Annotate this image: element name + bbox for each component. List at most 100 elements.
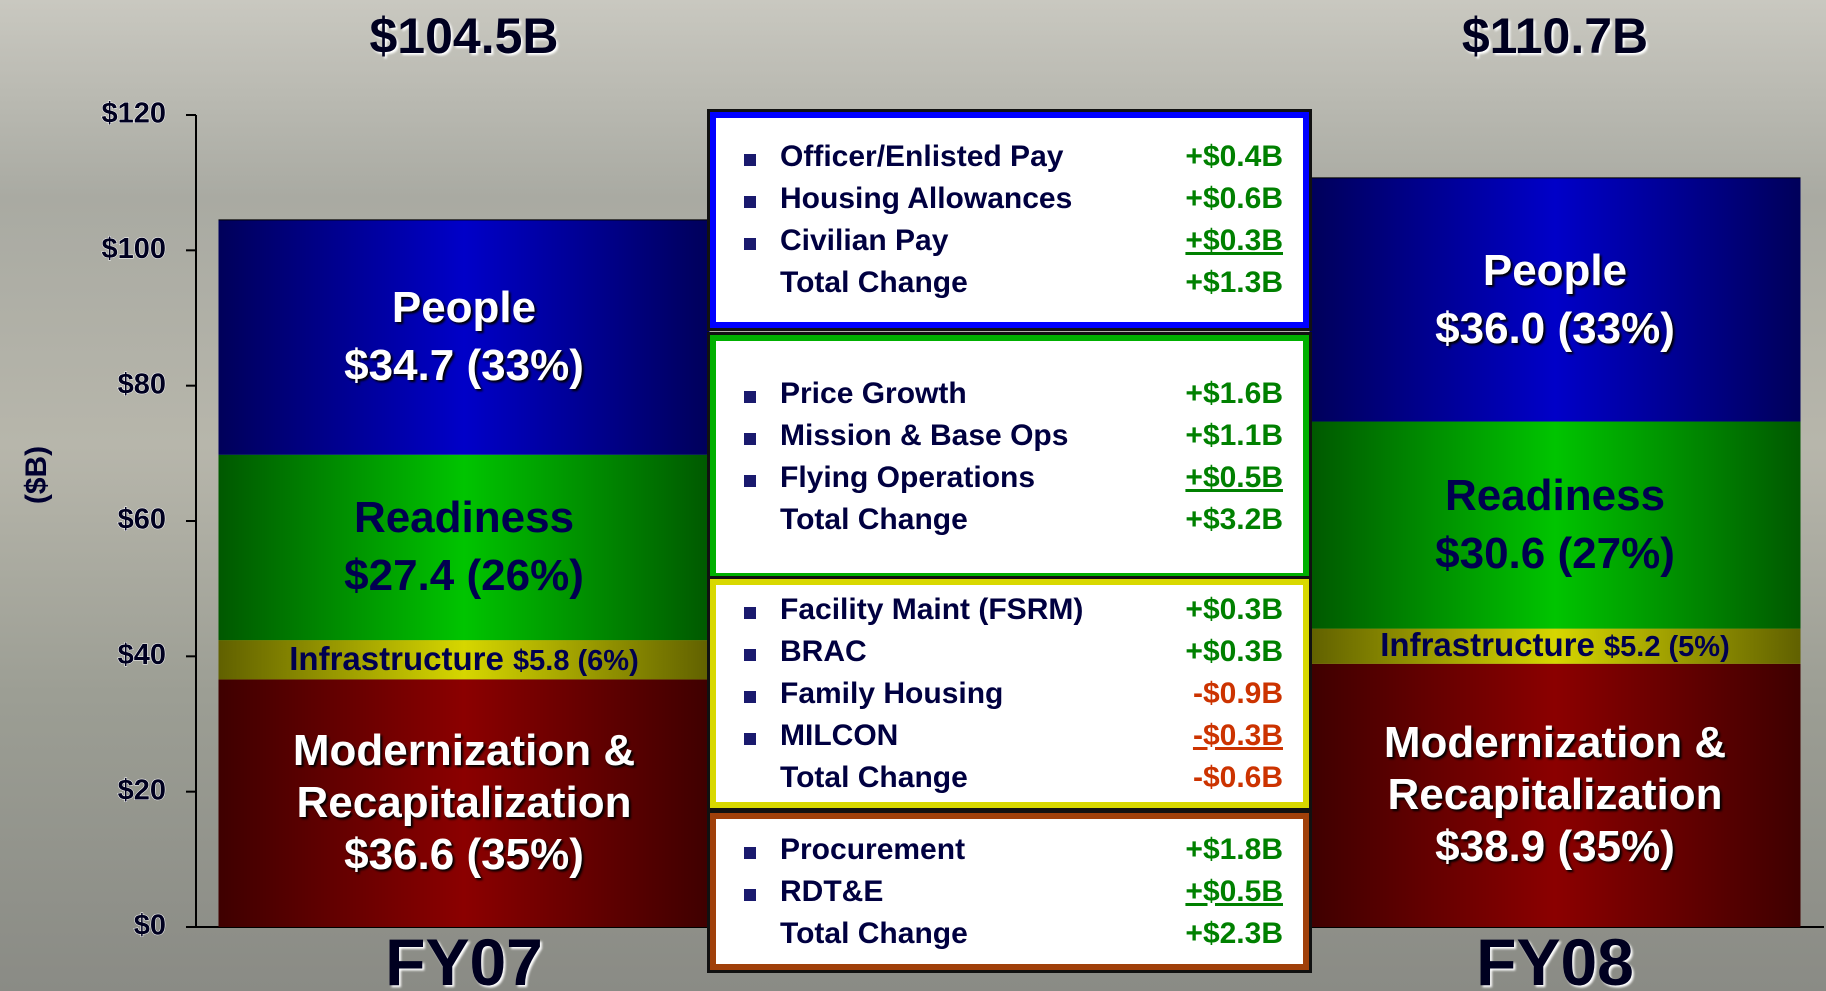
category-label: FY07	[385, 925, 543, 991]
segment-label: People $36.0 (33%)	[1330, 242, 1781, 358]
bullet	[744, 136, 780, 178]
y-tick-label: $20	[118, 774, 166, 806]
item-label: Family Housing	[780, 676, 1004, 710]
item-change: -$0.3B	[1192, 718, 1283, 752]
bar-shade	[1309, 177, 1801, 422]
total-change: +$1.3B	[1185, 266, 1283, 299]
segment-value-label: $36.6 (35%)	[344, 830, 584, 880]
segment-value-label: $36.0 (33%)	[1435, 303, 1675, 353]
segment-name: Readiness	[1444, 471, 1666, 521]
change-item: Facility Maint (FSRM) +$0.3B	[744, 589, 1283, 631]
change-item: Housing Allowances +$0.6B	[744, 178, 1283, 220]
change-panel: Price Growth +$1.6B Mission & Base Ops +$1.…	[707, 332, 1312, 582]
change-item: MILCON -$0.3B	[744, 715, 1283, 757]
item-change: +$0.3B	[1185, 224, 1283, 257]
item-label: MILCON	[780, 718, 899, 752]
item-change: +$0.4B	[1185, 140, 1283, 173]
segment-value-label: $30.6 (27%)	[1435, 529, 1675, 579]
segment-label: Readiness $30.6 (27%)	[1330, 467, 1781, 583]
bar-shade	[218, 679, 710, 927]
y-tick-label: $60	[118, 504, 166, 536]
change-item: RDT&E +$0.5B	[744, 871, 1283, 913]
segment-name: Modernization & Recapitalization	[1383, 718, 1727, 820]
total-row: Total Change -$0.6B	[744, 757, 1283, 799]
item-change: +$0.5B	[1185, 874, 1283, 908]
bullet	[744, 871, 780, 913]
item-label: Housing Allowances	[780, 182, 1073, 215]
change-panel: Facility Maint (FSRM) +$0.3B BRAC +$0.3B Fam…	[707, 576, 1312, 811]
y-tick-label: $40	[118, 639, 166, 671]
y-tick-label: $120	[101, 98, 166, 130]
item-change: +$0.5B	[1185, 461, 1283, 494]
total-change: +$2.3B	[1185, 916, 1283, 950]
item-change: -$0.9B	[1192, 676, 1283, 710]
total-row: Total Change +$1.3B	[744, 262, 1283, 304]
y-tick-label: $80	[118, 368, 166, 400]
total-label: Total Change	[780, 503, 968, 536]
item-label: Facility Maint (FSRM)	[780, 592, 1084, 626]
item-change: +$0.6B	[1185, 182, 1283, 215]
segment-value-label: $27.4 (26%)	[344, 551, 584, 601]
change-item: Mission & Base Ops +$1.1B	[744, 415, 1283, 457]
item-label: RDT&E	[780, 874, 884, 908]
bar-shade	[1309, 663, 1801, 927]
segment-name: Infrastructure	[289, 639, 504, 677]
total-change: +$3.2B	[1185, 503, 1283, 536]
bar-shade	[1309, 628, 1801, 664]
total-label: $104.5B	[369, 8, 559, 64]
item-label: Price Growth	[780, 377, 967, 410]
segment-value-label: $5.2 (5%)	[1604, 631, 1730, 664]
total-label: $110.7B	[1461, 8, 1649, 64]
bullet	[744, 415, 780, 457]
segment-name: Infrastructure	[1380, 626, 1595, 664]
segment-name: People	[1482, 245, 1628, 295]
category-label: FY08	[1476, 925, 1634, 991]
segment-name: Modernization & Recapitalization	[292, 726, 636, 828]
segment-label: Infrastructure $5.8 (6%)	[239, 640, 690, 680]
y-tick-label: $0	[134, 910, 166, 942]
change-item: Family Housing -$0.9B	[744, 673, 1283, 715]
item-label: Flying Operations	[780, 461, 1036, 494]
segment-label: People $34.7 (33%)	[239, 279, 690, 395]
item-change: +$1.1B	[1185, 419, 1283, 452]
total-row: Total Change +$3.2B	[744, 499, 1283, 541]
item-change: +$0.3B	[1185, 592, 1283, 626]
bullet	[744, 829, 780, 871]
bullet	[744, 631, 780, 673]
bullet	[744, 373, 780, 415]
segment-value-label: $38.9 (35%)	[1435, 822, 1675, 872]
item-label: Procurement	[780, 832, 966, 866]
bar-shade	[218, 640, 710, 680]
change-item: Officer/Enlisted Pay +$0.4B	[744, 136, 1283, 178]
bullet	[744, 589, 780, 631]
segment-label: Modernization & Recapitalization $36.6 (3…	[239, 725, 690, 881]
segment-name: People	[391, 283, 537, 333]
bullet	[744, 673, 780, 715]
segment-label: Modernization & Recapitalization $38.9 (3…	[1330, 717, 1781, 873]
segment-name: Readiness	[353, 493, 575, 543]
y-axis-label: ($B)	[20, 446, 53, 504]
bar-shade	[1309, 421, 1801, 629]
bullet	[744, 457, 780, 499]
total-row: Total Change +$2.3B	[744, 913, 1283, 955]
item-change: +$1.6B	[1185, 377, 1283, 410]
total-change: -$0.6B	[1192, 760, 1283, 794]
total-label: Total Change	[780, 266, 968, 299]
change-item: BRAC +$0.3B	[744, 631, 1283, 673]
y-tick-label: $100	[101, 233, 166, 265]
segment-value-label: $34.7 (33%)	[344, 341, 584, 391]
bullet	[744, 715, 780, 757]
change-panel: Procurement +$1.8B RDT&E +$0.5B Total Change…	[707, 810, 1312, 973]
change-item: Price Growth +$1.6B	[744, 373, 1283, 415]
bar-shade	[218, 219, 710, 455]
segment-value-label: $5.8 (6%)	[513, 644, 639, 677]
total-label: Total Change	[780, 916, 968, 950]
change-panel: Officer/Enlisted Pay +$0.4B Housing Allowa…	[707, 109, 1312, 331]
change-item: Civilian Pay +$0.3B	[744, 220, 1283, 262]
item-label: Civilian Pay	[780, 224, 949, 257]
item-change: +$0.3B	[1185, 634, 1283, 668]
item-label: Officer/Enlisted Pay	[780, 140, 1064, 173]
segment-label: Readiness $27.4 (26%)	[239, 489, 690, 605]
change-item: Procurement +$1.8B	[744, 829, 1283, 871]
